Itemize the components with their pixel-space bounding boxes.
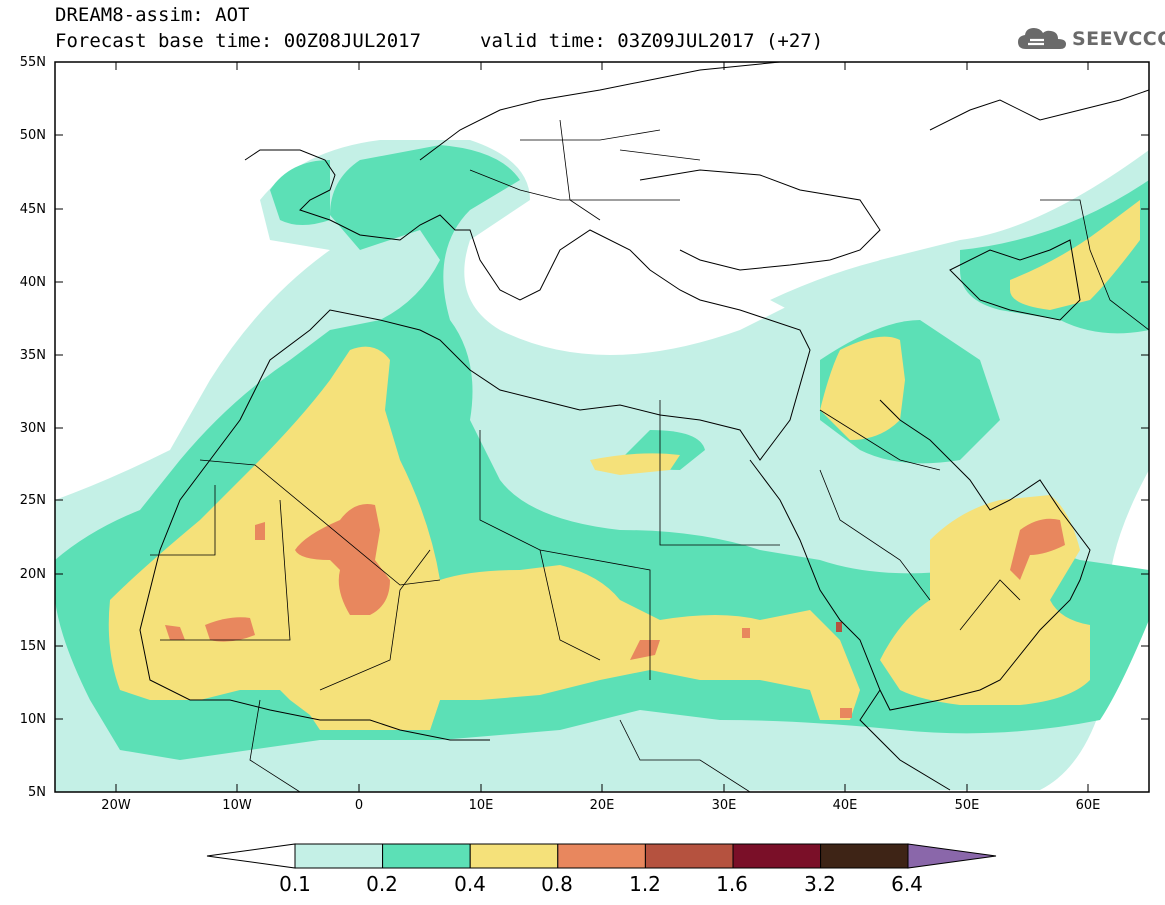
- lat-label: 5N: [28, 785, 46, 800]
- lat-label: 35N: [19, 348, 46, 363]
- lat-label: 20N: [19, 567, 46, 582]
- lat-label: 10N: [19, 712, 46, 727]
- map-frame: [54, 61, 1150, 793]
- lon-label: 10E: [468, 798, 494, 813]
- colorbar-label: 0.1: [279, 872, 311, 896]
- lat-label: 15N: [19, 639, 46, 654]
- aot-fields: [55, 62, 1149, 792]
- lon-label: 60E: [1075, 798, 1101, 813]
- lat-label: 40N: [19, 275, 46, 290]
- lat-label: 25N: [19, 493, 46, 508]
- coastlines: [139, 62, 1149, 791]
- colorbar-label: 3.2: [804, 872, 836, 896]
- lon-label: 30E: [711, 798, 737, 813]
- lon-label: 20E: [589, 798, 615, 813]
- seevccc-logo: SEEVCCC: [1016, 24, 1165, 54]
- lat-label: 55N: [19, 55, 46, 70]
- logo-text: SEEVCCC: [1072, 28, 1165, 50]
- lon-label: 50E: [954, 798, 980, 813]
- colorbar-label: 0.4: [454, 872, 486, 896]
- lat-label: 30N: [19, 421, 46, 436]
- lon-label: 0: [354, 798, 364, 813]
- lon-label: 20W: [101, 798, 131, 813]
- lat-label: 45N: [19, 202, 46, 217]
- country-borders: [150, 119, 1149, 792]
- valid-time: valid time: 03Z09JUL2017 (+27): [480, 30, 824, 52]
- aot-band-1.2: [836, 622, 842, 632]
- cloud-icon: [1018, 28, 1066, 49]
- map-title: DREAM8-assim: AOT: [55, 4, 250, 26]
- aot-band-0.8: [165, 504, 1065, 718]
- lon-label: 10W: [222, 798, 252, 813]
- colorbar-label: 1.6: [716, 872, 748, 896]
- lon-label: 40E: [832, 798, 858, 813]
- colorbar-label: 6.4: [891, 872, 923, 896]
- forecast-base-time: Forecast base time: 00Z08JUL2017: [55, 30, 422, 52]
- colorbar-label: 1.2: [629, 872, 661, 896]
- axis-ticks: [55, 62, 1149, 792]
- colorbar-label: 0.2: [366, 872, 398, 896]
- colorbar-label: 0.8: [541, 872, 573, 896]
- lat-label: 50N: [19, 128, 46, 143]
